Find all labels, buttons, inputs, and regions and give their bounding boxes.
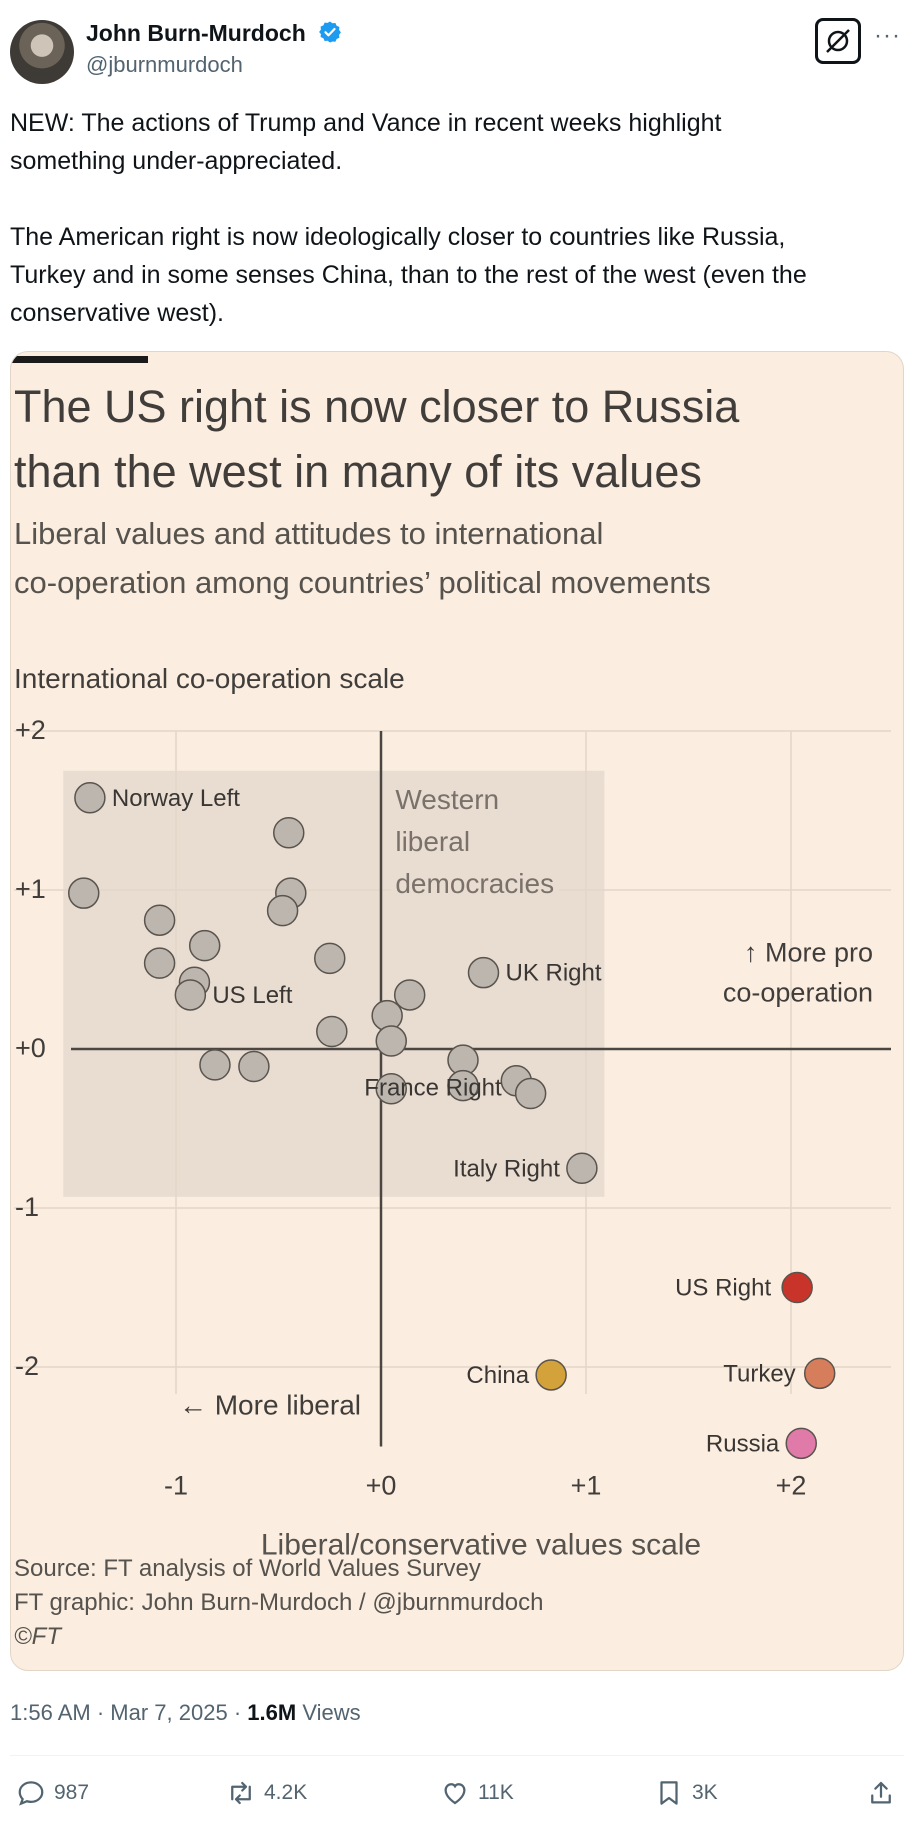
- annotation-more-pro: co-operation: [723, 977, 873, 1007]
- meta-separator: ·: [96, 1700, 105, 1725]
- avatar[interactable]: [10, 20, 74, 84]
- tweet-meta: 1:56 AM · Mar 7, 2025 · 1.6M Views: [10, 1700, 361, 1726]
- annotation-more-pro: ↑ More pro: [744, 938, 873, 968]
- author-name[interactable]: John Burn-Murdoch: [86, 20, 342, 47]
- x-tick-label: +1: [571, 1471, 602, 1501]
- y-tick-label: +2: [15, 715, 46, 745]
- point-label: China: [466, 1362, 529, 1389]
- point-label: Italy Right: [453, 1155, 560, 1182]
- y-tick-label: +0: [15, 1033, 46, 1063]
- bookmark-button[interactable]: 3K: [654, 1778, 718, 1808]
- x-tick-label: +2: [776, 1471, 807, 1501]
- point-label: UK Right: [506, 960, 602, 987]
- point-label: US Right: [675, 1275, 771, 1302]
- like-button[interactable]: 11K: [440, 1778, 514, 1808]
- point-uk-right[interactable]: [467, 956, 500, 989]
- annotation-more-liberal: ← More liberal: [179, 1390, 361, 1421]
- point-label: Russia: [706, 1430, 780, 1457]
- divider: [10, 1755, 904, 1756]
- y-tick-label: -2: [15, 1351, 39, 1381]
- reply-icon: [18, 1781, 44, 1806]
- region-label-bg: [391, 864, 559, 901]
- repost-icon: [231, 1781, 251, 1805]
- point-france-right[interactable]: [447, 1069, 479, 1102]
- region-label: Western: [395, 784, 499, 815]
- reply-button[interactable]: 987: [16, 1778, 89, 1808]
- x-tick-label: -1: [164, 1471, 188, 1501]
- point-label: Turkey: [723, 1360, 795, 1387]
- data-point[interactable]: [68, 877, 100, 909]
- data-point[interactable]: [375, 1073, 407, 1105]
- chart-source: Source: FT analysis of World Values Surv…: [14, 1555, 481, 1582]
- action-bar: 987 4.2K 11K 3K: [0, 1770, 914, 1820]
- y-tick-label: -1: [15, 1192, 39, 1222]
- author-handle[interactable]: @jburnmurdoch: [86, 52, 243, 77]
- verified-badge-icon: [319, 21, 342, 43]
- y-axis-label: International co-operation scale: [14, 663, 405, 694]
- bookmark-icon: [660, 1781, 678, 1805]
- author-name-text[interactable]: John Burn-Murdoch: [86, 20, 306, 46]
- views-label: Views: [302, 1700, 361, 1725]
- point-label: Norway Left: [112, 785, 240, 812]
- chart-credit: FT graphic: John Burn-Murdoch / @jburnmu…: [14, 1589, 544, 1616]
- chart-subtitle: co-operation among countries’ political …: [14, 565, 711, 600]
- region-label: liberal: [395, 826, 470, 857]
- meta-separator: ·: [233, 1700, 242, 1725]
- y-tick-label: +1: [15, 874, 46, 904]
- tweet-time[interactable]: 1:56 AM: [10, 1700, 91, 1725]
- like-count: 11K: [478, 1781, 514, 1804]
- repost-button[interactable]: 4.2K: [226, 1778, 307, 1808]
- point-turkey[interactable]: [803, 1357, 836, 1390]
- repost-count: 4.2K: [264, 1781, 308, 1804]
- tweet-header: John Burn-Murdoch @jburnmurdoch ···: [0, 0, 914, 100]
- chart-title: The US right is now closer to Russia: [14, 381, 740, 432]
- chart-title: than the west in many of its values: [14, 446, 702, 497]
- point-italy-right[interactable]: [566, 1152, 598, 1184]
- data-point[interactable]: [143, 947, 176, 979]
- share-icon: [871, 1781, 891, 1804]
- data-point[interactable]: [199, 1049, 231, 1081]
- point-us-left[interactable]: [174, 979, 207, 1011]
- data-point[interactable]: [514, 1077, 547, 1110]
- data-point[interactable]: [273, 817, 305, 849]
- chart-subtitle: Liberal values and attitudes to internat…: [14, 516, 603, 551]
- data-point[interactable]: [143, 904, 176, 936]
- tweet-text: NEW: The actions of Trump and Vance in r…: [10, 109, 807, 327]
- grok-icon[interactable]: [815, 18, 861, 64]
- point-label: France Right: [364, 1075, 502, 1102]
- ft-top-bar: [11, 356, 148, 363]
- data-point[interactable]: [316, 1015, 348, 1048]
- point-us-right[interactable]: [781, 1271, 813, 1304]
- data-point[interactable]: [314, 942, 346, 975]
- data-point[interactable]: [238, 1050, 270, 1083]
- heart-icon: [444, 1783, 466, 1805]
- views-count: 1.6M: [247, 1700, 297, 1725]
- point-label: US Left: [212, 982, 292, 1009]
- point-norway-left[interactable]: [74, 782, 106, 814]
- chart-card[interactable]: The US right is now closer to Russia than…: [10, 351, 904, 1671]
- bookmark-count: 3K: [692, 1781, 718, 1804]
- data-point[interactable]: [393, 979, 426, 1011]
- data-point[interactable]: [375, 1025, 407, 1057]
- point-russia[interactable]: [785, 1427, 817, 1460]
- data-point[interactable]: [188, 929, 221, 962]
- region-label: democracies: [395, 868, 554, 899]
- data-point[interactable]: [266, 894, 299, 927]
- more-options-icon[interactable]: ···: [874, 22, 901, 49]
- chart: The US right is now closer to Russia than…: [11, 356, 891, 1650]
- x-tick-label: +0: [366, 1471, 397, 1501]
- region-label-bg: [391, 780, 501, 817]
- point-china[interactable]: [535, 1359, 567, 1391]
- region-label-bg: [391, 822, 501, 859]
- western-liberal-region: [63, 770, 605, 1197]
- reply-count: 987: [54, 1781, 90, 1804]
- share-button[interactable]: [866, 1778, 896, 1808]
- tweet-date[interactable]: Mar 7, 2025: [110, 1700, 228, 1725]
- x-axis-label: Liberal/conservative values scale: [261, 1529, 701, 1562]
- chart-copyright: ©FT: [14, 1623, 63, 1650]
